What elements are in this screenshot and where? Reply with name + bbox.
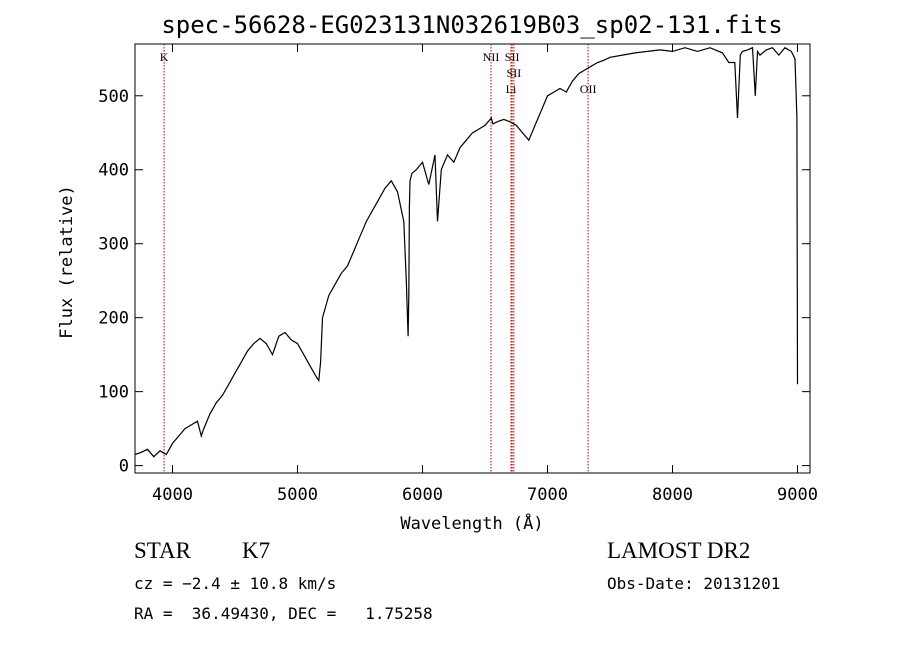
y-tick-label: 400 (98, 161, 129, 181)
line-label-k: K (160, 50, 169, 64)
object-subclass: K7 (242, 538, 271, 563)
observation-date: Obs-Date: 20131201 (607, 574, 781, 593)
x-tick-label: 5000 (277, 485, 318, 505)
redshift-velocity: cz = −2.4 ± 10.8 km/s (134, 574, 337, 593)
chart-title: spec-56628-EG023131N032619B03_sp02-131.f… (161, 11, 782, 39)
x-tick-label: 6000 (402, 485, 443, 505)
plot-frame (134, 43, 811, 474)
object-class: STAR (134, 538, 191, 563)
x-tick-label: 7000 (527, 485, 568, 505)
x-tick-label: 8000 (652, 485, 693, 505)
spectral-line-markers: K NII SII SII Li OII (160, 44, 597, 473)
y-tick-label: 300 (98, 235, 129, 255)
x-tick-label: 4000 (152, 485, 193, 505)
x-axis-label: Wavelength (Å) (400, 512, 543, 534)
line-label-li: Li (506, 82, 517, 96)
x-tick-label: 9000 (777, 485, 818, 505)
line-label-sii: SII (507, 66, 522, 80)
spectrum-series (134, 46, 799, 458)
line-label-sii: SII (505, 50, 520, 64)
line-label-oii: OII (580, 82, 597, 96)
y-tick-label: 500 (98, 87, 129, 107)
y-tick-label: 0 (119, 457, 129, 477)
axis-ticks: 4000 5000 6000 7000 8000 9000 0 100 200 300 400 500 (98, 44, 818, 505)
y-tick-label: 200 (98, 309, 129, 329)
y-tick-label: 100 (98, 383, 129, 403)
ra-dec-coordinates: RA = 36.49430, DEC = 1.75258 (134, 604, 433, 623)
plot-area (134, 43, 811, 474)
survey-name: LAMOST DR2 (607, 538, 751, 563)
y-axis-label: Flux (relative) (57, 185, 77, 339)
line-label-nii: NII (483, 50, 500, 64)
